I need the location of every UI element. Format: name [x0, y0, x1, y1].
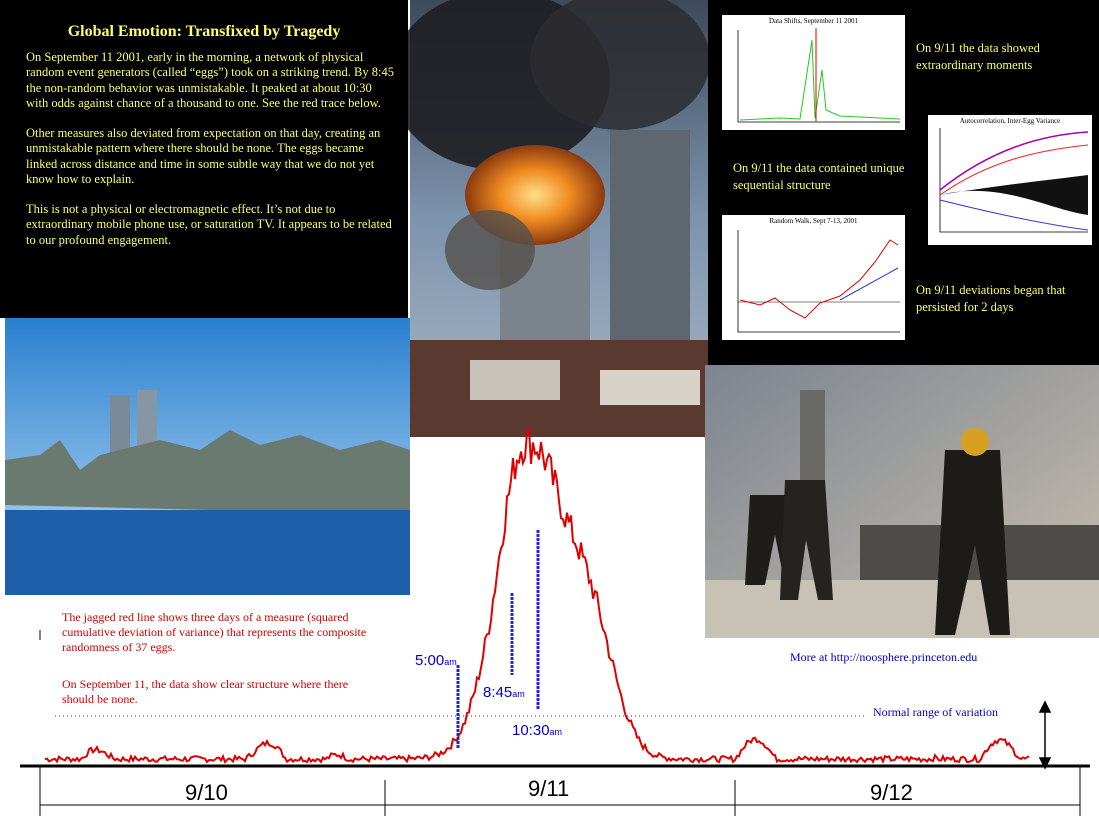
time: 5:00: [415, 652, 445, 669]
photo-towers: [390, 0, 710, 437]
paragraph: On September 11 2001, early in the morni…: [26, 49, 394, 111]
paragraph: Other measures also deviated from expect…: [26, 125, 381, 187]
link: More at http://noosphere.princeton.edu: [790, 650, 978, 664]
note: The jagged red line shows three days of …: [62, 610, 367, 654]
text-box: Global Emotion: Transfixed by Tragedy On…: [0, 0, 408, 318]
photo-firefighters: [705, 365, 1099, 638]
day-label: 9/11: [528, 776, 570, 801]
mini-chart: [928, 115, 1092, 245]
caption: On 9/11 the data showed extraordinary mo…: [916, 41, 1040, 72]
mini-title: Random Walk, Sept 7-13, 2001: [769, 217, 858, 225]
time: 8:45: [483, 684, 513, 701]
suffix: am: [444, 657, 457, 667]
day-label: 9/10: [185, 780, 228, 805]
note: On September 11, the data show clear str…: [62, 677, 349, 706]
time: 10:30: [512, 722, 550, 739]
suffix: am: [512, 689, 525, 699]
time-markers: [456, 530, 540, 748]
time-label: 5:00am: [415, 652, 457, 669]
time-label: 8:45am: [483, 684, 525, 701]
caption: On 9/11 the data contained unique sequen…: [733, 161, 905, 192]
caption: On 9/11 deviations began that persisted …: [916, 283, 1066, 314]
suffix: am: [549, 727, 563, 737]
normal-range-label: Normal range of variation: [873, 705, 998, 719]
title: Global Emotion: Transfixed by Tragedy: [67, 23, 341, 40]
mini-title: Autocorrelation, Inter-Egg Variance: [959, 117, 1061, 125]
red-trace: [44, 427, 1030, 765]
mini-chart: [722, 15, 905, 130]
photo-skyline: [5, 318, 410, 595]
mini-chart: [722, 215, 905, 340]
day-dividers: [39, 766, 1081, 816]
day-label: 9/12: [870, 780, 913, 805]
mini-title: Data Shifts, September 11 2001: [769, 17, 858, 25]
paragraph: This is not a physical or electromagneti…: [26, 201, 392, 247]
range-arrow: [1038, 700, 1052, 770]
time-label: 10:30am: [512, 722, 562, 739]
